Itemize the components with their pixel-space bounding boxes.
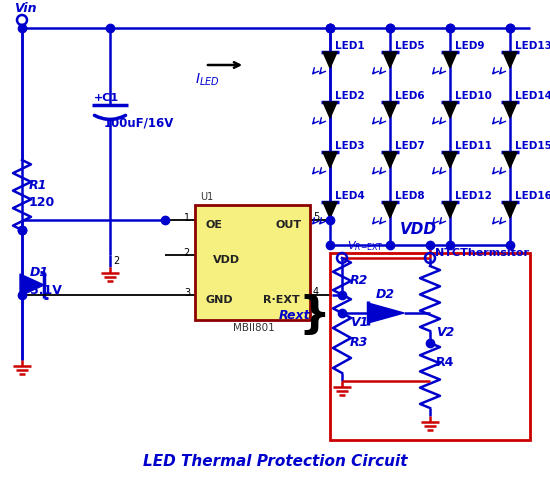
Text: +C1: +C1 [94, 93, 119, 103]
Text: LED2: LED2 [335, 91, 365, 101]
Polygon shape [323, 52, 337, 68]
Text: LED5: LED5 [395, 41, 425, 51]
Polygon shape [443, 202, 457, 218]
Text: Rext: Rext [279, 309, 311, 322]
Text: V2: V2 [436, 326, 454, 339]
Polygon shape [443, 102, 457, 118]
Text: LED4: LED4 [335, 191, 365, 201]
Text: LED14: LED14 [515, 91, 550, 101]
Polygon shape [323, 202, 337, 218]
Text: 4: 4 [313, 287, 319, 297]
Text: R·EXT: R·EXT [263, 295, 300, 305]
Text: 120: 120 [29, 196, 55, 208]
Text: LED Thermal Protection Circuit: LED Thermal Protection Circuit [143, 455, 407, 469]
Text: LED1: LED1 [335, 41, 365, 51]
Text: R2: R2 [350, 273, 368, 286]
Text: LED13: LED13 [515, 41, 550, 51]
Text: OE: OE [205, 220, 222, 230]
Text: 2: 2 [184, 248, 190, 258]
Text: 1: 1 [184, 213, 190, 223]
Bar [330, 253, 530, 440]
Text: LED7: LED7 [395, 141, 425, 151]
Polygon shape [503, 102, 517, 118]
Polygon shape [383, 202, 397, 218]
Polygon shape [323, 152, 337, 168]
Text: VDD: VDD [213, 255, 240, 265]
Text: VDD: VDD [400, 221, 437, 237]
Text: 5.1V: 5.1V [30, 283, 62, 296]
Text: LED10: LED10 [455, 91, 492, 101]
Text: R1: R1 [29, 178, 47, 192]
Text: OUT: OUT [275, 220, 301, 230]
Polygon shape [503, 202, 517, 218]
Text: LED16: LED16 [515, 191, 550, 201]
Text: LED8: LED8 [395, 191, 425, 201]
Polygon shape [443, 152, 457, 168]
Text: $I_{LED}$: $I_{LED}$ [195, 72, 219, 88]
Polygon shape [503, 152, 517, 168]
Polygon shape [383, 102, 397, 118]
Polygon shape [20, 274, 44, 296]
Text: GND: GND [205, 295, 233, 305]
Text: $V_{R\mathsf{-EXT}}$: $V_{R\mathsf{-EXT}}$ [347, 239, 383, 253]
Polygon shape [368, 303, 404, 323]
Text: 2: 2 [113, 256, 119, 266]
Text: R4: R4 [436, 357, 454, 369]
Text: LED15: LED15 [515, 141, 550, 151]
Text: 3: 3 [184, 288, 190, 298]
Text: 5: 5 [313, 212, 319, 222]
Text: U1: U1 [200, 192, 213, 202]
Text: D2: D2 [376, 289, 395, 302]
Text: R3: R3 [350, 337, 368, 349]
Text: LED12: LED12 [455, 191, 492, 201]
Polygon shape [503, 52, 517, 68]
Text: D1: D1 [30, 267, 49, 280]
Text: LED9: LED9 [455, 41, 485, 51]
Text: V1: V1 [350, 316, 368, 329]
Text: NTCThermsitor: NTCThermsitor [435, 248, 529, 258]
Polygon shape [383, 152, 397, 168]
Text: LED11: LED11 [455, 141, 492, 151]
Text: 100uF/16V: 100uF/16V [104, 117, 174, 130]
FancyBboxPatch shape [195, 205, 310, 320]
Text: Vin: Vin [14, 1, 36, 14]
Polygon shape [443, 52, 457, 68]
Text: }: } [298, 294, 330, 337]
Text: LED6: LED6 [395, 91, 425, 101]
Text: LED3: LED3 [335, 141, 365, 151]
Polygon shape [323, 102, 337, 118]
Text: MBII801: MBII801 [233, 323, 275, 333]
Polygon shape [383, 52, 397, 68]
